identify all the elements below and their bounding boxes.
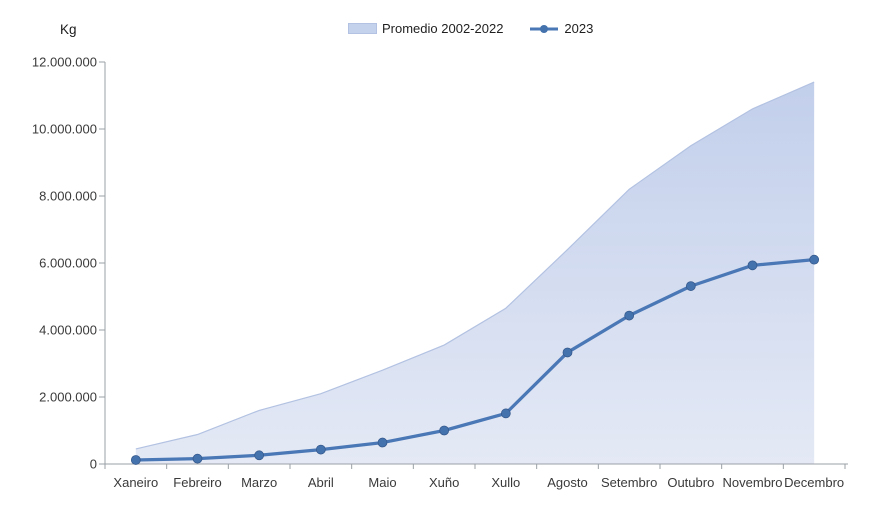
- line-series-2023-marker: [192, 453, 203, 464]
- y-axis-unit-label: Kg: [60, 22, 77, 37]
- x-tick-label: Novembro: [723, 475, 783, 490]
- x-tick-label: Marzo: [241, 475, 277, 490]
- line-series-2023-marker: [562, 347, 573, 358]
- line-series-2023-marker: [315, 444, 326, 455]
- line-series-2023-marker: [254, 450, 265, 461]
- x-tick-label: Xaneiro: [113, 475, 158, 490]
- line-series-2023-marker: [747, 260, 758, 271]
- line-series-2023-marker: [624, 310, 635, 321]
- legend-label-2023: 2023: [564, 21, 594, 36]
- x-tick-label: Abril: [308, 475, 334, 490]
- x-tick-label: Agosto: [547, 475, 587, 490]
- legend-label-promedio: Promedio 2002-2022: [382, 21, 504, 36]
- line-series-2023-marker: [130, 455, 141, 465]
- line-series-2023-marker: [500, 408, 511, 419]
- x-tick-label: Febreiro: [173, 475, 221, 490]
- line-series-2023-marker: [377, 437, 388, 448]
- x-tick-label: Xullo: [491, 475, 520, 490]
- y-tick-label: 4.000.000: [39, 323, 97, 338]
- x-tick-label: Outubro: [667, 475, 714, 490]
- x-tick-label: Xuño: [429, 475, 459, 490]
- y-tick-label: 6.000.000: [39, 256, 97, 271]
- y-tick-label: 2.000.000: [39, 390, 97, 405]
- y-tick-label: 10.000.000: [32, 122, 97, 137]
- x-tick-label: Maio: [368, 475, 396, 490]
- y-tick-label: 0: [90, 457, 97, 472]
- legend-item-promedio: Promedio 2002-2022: [348, 21, 503, 36]
- area-series-swatch-icon: [348, 23, 377, 34]
- x-tick-label: Setembro: [601, 475, 657, 490]
- line-series-2023-marker: [809, 254, 820, 265]
- legend-item-2023: 2023: [529, 21, 593, 36]
- y-tick-label: 8.000.000: [39, 189, 97, 204]
- area-series-edge: [135, 81, 815, 450]
- line-series-2023-marker: [685, 281, 696, 291]
- y-tick-label: 12.000.000: [32, 55, 97, 70]
- area-series-promedio: [135, 82, 815, 464]
- line-series-swatch-icon: [530, 24, 559, 33]
- chart-legend: Promedio 2002-2022 2023: [348, 21, 593, 36]
- line-series-2023: [134, 258, 816, 462]
- x-tick-label: Decembro: [784, 475, 844, 490]
- line-series-2023-marker: [439, 425, 450, 436]
